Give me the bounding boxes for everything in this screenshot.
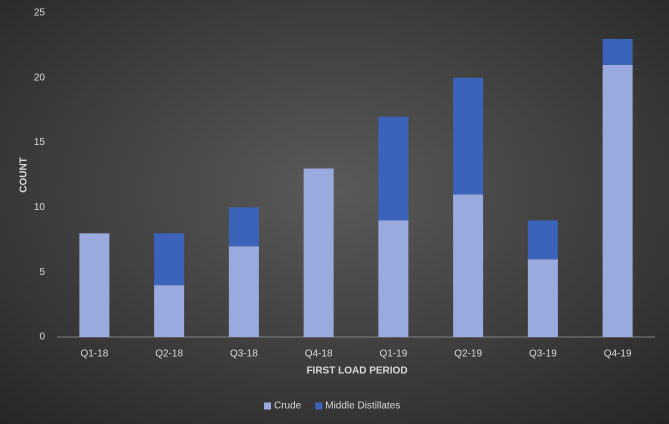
x-tick-label: Q2-18	[155, 349, 183, 360]
x-tick-label: Q1-18	[80, 349, 108, 360]
bar-segment	[303, 168, 334, 337]
bar-segment	[228, 246, 259, 337]
y-tick-label: 10	[34, 202, 46, 213]
y-tick-label: 0	[39, 332, 45, 343]
x-tick-label: Q4-19	[604, 349, 632, 360]
bar-segment	[79, 233, 110, 337]
legend-swatch	[264, 402, 271, 410]
bar-segment	[378, 220, 409, 337]
bar-segment	[527, 220, 558, 260]
y-tick-label: 20	[34, 72, 46, 83]
x-tick-label: Q1-19	[379, 349, 407, 360]
bar-segment	[378, 116, 409, 221]
y-axis-title: COUNT	[19, 157, 30, 193]
legend-label: Middle Distillates	[325, 401, 400, 412]
bar-segment	[453, 194, 484, 337]
x-axis-title: FIRST LOAD PERIOD	[306, 366, 407, 377]
x-tick-label: Q4-18	[305, 349, 333, 360]
x-tick-label: Q2-19	[454, 349, 482, 360]
bar-segment	[602, 64, 633, 337]
legend-swatch	[315, 402, 323, 410]
bar-segment	[602, 38, 633, 65]
bar-segment	[154, 285, 185, 337]
x-tick-label: Q3-19	[529, 349, 557, 360]
bar-segment	[154, 233, 185, 286]
y-tick-label: 25	[34, 8, 46, 19]
y-tick-label: 5	[39, 267, 45, 278]
y-tick-label: 15	[34, 137, 46, 148]
bar-segment	[228, 207, 259, 247]
bar-segment	[527, 259, 558, 337]
legend-label: Crude	[274, 401, 302, 412]
x-tick-label: Q3-18	[230, 349, 258, 360]
bar-segment	[453, 77, 484, 195]
